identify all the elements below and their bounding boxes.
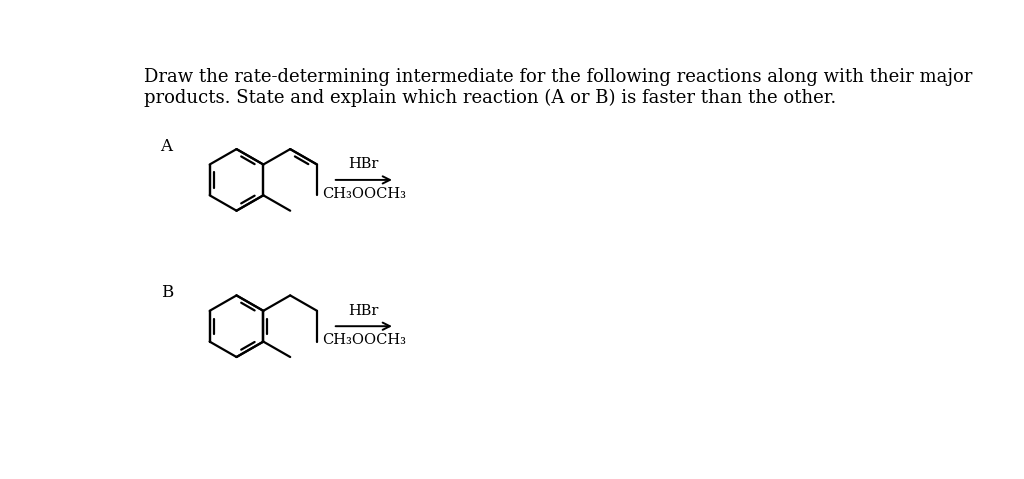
Text: products. State and explain which reaction (A or B) is faster than the other.: products. State and explain which reacti… <box>143 89 836 107</box>
Text: HBr: HBr <box>348 304 379 318</box>
Text: CH₃OOCH₃: CH₃OOCH₃ <box>322 333 406 347</box>
Text: B: B <box>161 284 173 301</box>
Text: Draw the rate-determining intermediate for the following reactions along with th: Draw the rate-determining intermediate f… <box>143 68 972 86</box>
Text: A: A <box>161 137 173 155</box>
Text: CH₃OOCH₃: CH₃OOCH₃ <box>322 187 406 201</box>
Text: HBr: HBr <box>348 158 379 171</box>
